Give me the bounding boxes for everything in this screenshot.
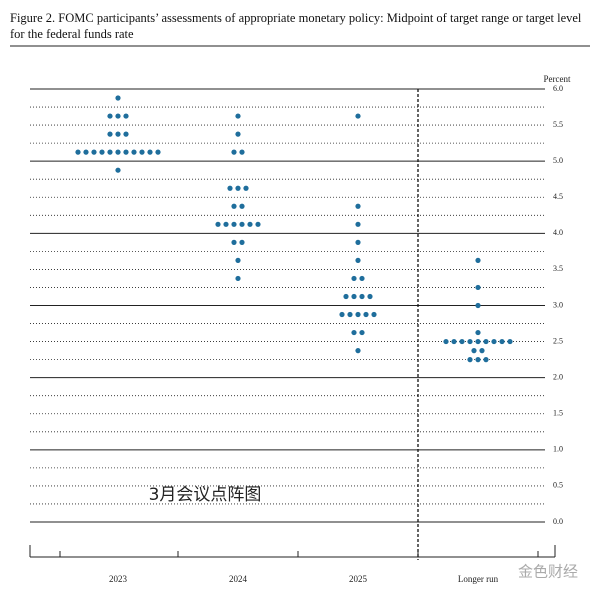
dot	[355, 257, 361, 263]
dot	[83, 149, 89, 155]
dot	[223, 221, 229, 227]
y-tick-label: 5.0	[553, 156, 563, 165]
dot	[231, 203, 237, 209]
dot	[115, 95, 121, 101]
dot	[475, 329, 481, 336]
dot	[347, 311, 353, 318]
y-tick-label: 3.0	[553, 300, 563, 309]
dot	[355, 221, 361, 227]
dot	[507, 338, 513, 345]
dot	[107, 149, 113, 155]
y-tick-label: 1.5	[553, 409, 563, 418]
dot	[355, 203, 361, 209]
y-tick-label: 1.0	[553, 445, 563, 454]
dot	[243, 185, 249, 191]
dot	[239, 221, 245, 227]
x-tick-label: 2024	[229, 574, 248, 584]
dot	[351, 329, 357, 336]
dot	[99, 149, 105, 155]
dot	[359, 329, 365, 336]
dot	[351, 275, 357, 282]
dot	[215, 221, 221, 227]
dot	[107, 131, 113, 137]
dot	[235, 131, 241, 137]
dot	[475, 302, 481, 309]
dot	[475, 284, 481, 291]
dot	[107, 113, 113, 119]
dot	[483, 338, 489, 345]
dot	[235, 185, 241, 191]
dot	[483, 357, 489, 363]
dot	[247, 221, 253, 227]
dot	[355, 239, 361, 245]
dot	[115, 167, 121, 173]
dot	[235, 257, 241, 263]
dot	[351, 293, 357, 300]
y-tick-label: 4.5	[553, 192, 563, 201]
y-tick-label: 0.0	[553, 517, 563, 526]
dot	[147, 149, 153, 155]
dot	[155, 149, 161, 155]
dot	[123, 131, 129, 137]
dot	[91, 149, 97, 155]
dot	[451, 338, 457, 345]
dot	[491, 338, 497, 345]
dot	[115, 149, 121, 155]
dot	[475, 257, 481, 263]
watermark: 金色财经	[518, 563, 578, 581]
dot	[359, 293, 365, 300]
dot	[371, 311, 377, 318]
y-axis-label: Percent	[544, 74, 571, 84]
dot	[139, 149, 145, 155]
dot	[75, 149, 81, 155]
y-tick-label: 2.5	[553, 336, 563, 345]
dot	[131, 149, 137, 155]
dot	[475, 357, 481, 363]
y-tick-label: 2.0	[553, 372, 563, 381]
y-tick-label: 6.0	[553, 84, 563, 93]
dot	[355, 113, 361, 119]
y-tick-label: 5.5	[553, 120, 563, 129]
x-tick-label: Longer run	[458, 574, 499, 584]
dot	[123, 149, 129, 155]
y-tick-label: 3.5	[553, 264, 563, 273]
dot	[255, 221, 261, 227]
annotation: 3月会议点阵图	[149, 485, 262, 505]
dot	[355, 311, 361, 318]
dot	[479, 348, 485, 354]
dot	[231, 239, 237, 245]
dot	[499, 338, 505, 345]
dot	[239, 239, 245, 245]
dot	[239, 149, 245, 155]
x-tick-label: 2025	[349, 574, 368, 584]
dot	[339, 311, 345, 318]
dot	[115, 113, 121, 119]
dot	[363, 311, 369, 318]
dot	[231, 221, 237, 227]
dot	[227, 185, 233, 191]
dot	[459, 338, 465, 345]
dot	[443, 338, 449, 345]
dot	[471, 348, 477, 354]
x-tick-label: 2023	[109, 574, 128, 584]
dot	[359, 275, 365, 282]
dot	[115, 131, 121, 137]
dot	[367, 293, 373, 300]
dot	[239, 203, 245, 209]
dot	[235, 113, 241, 119]
dot	[123, 113, 129, 119]
dot	[475, 338, 481, 345]
dot	[231, 149, 237, 155]
dot	[467, 338, 473, 345]
dot	[467, 357, 473, 363]
chart-title: Figure 2. FOMC participants’ assessments…	[10, 11, 582, 41]
dot	[355, 348, 361, 354]
dot	[235, 275, 241, 282]
y-tick-label: 0.5	[553, 481, 563, 490]
y-tick-label: 4.0	[553, 228, 563, 237]
dot	[343, 293, 349, 300]
